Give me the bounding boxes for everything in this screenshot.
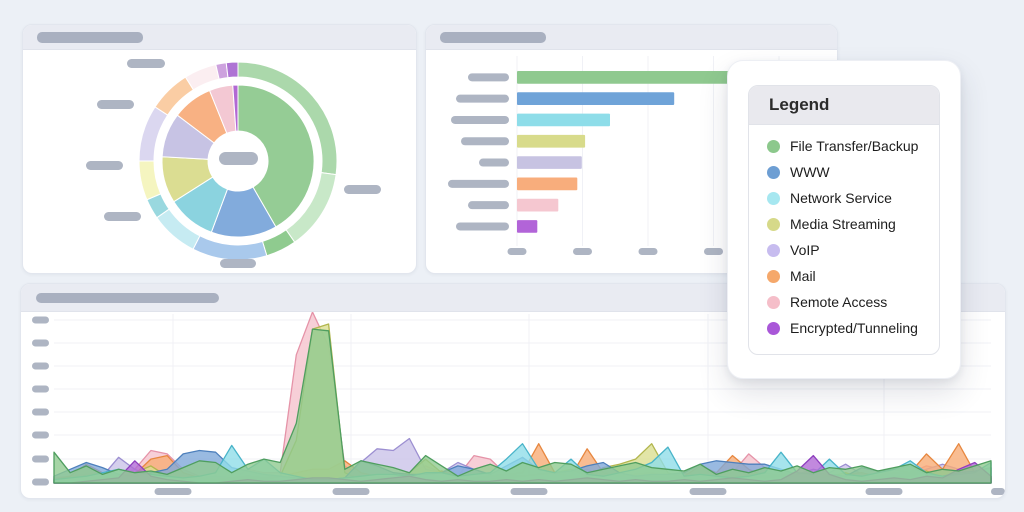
redacted-label (448, 179, 509, 188)
legend-item-label: WWW (790, 164, 830, 180)
legend-swatch-icon (767, 321, 780, 335)
legend-item[interactable]: Media Streaming (767, 211, 939, 237)
redacted-label (32, 362, 49, 370)
legend-swatch-icon (767, 191, 780, 205)
donut-chart[interactable] (23, 50, 416, 274)
bar[interactable] (517, 220, 538, 233)
redacted-label (127, 59, 165, 68)
redacted-label (219, 152, 258, 165)
legend-item-label: Mail (790, 268, 816, 284)
redacted-label (451, 115, 509, 124)
timeseries-card (20, 283, 1006, 499)
legend-item[interactable]: VoIP (767, 237, 939, 263)
redacted-label (86, 161, 123, 170)
redacted-label (510, 488, 548, 495)
donut-segment[interactable] (138, 160, 162, 201)
redacted-label (468, 73, 509, 82)
area-series[interactable] (53, 328, 992, 484)
redacted-label (461, 137, 509, 146)
bar[interactable] (517, 198, 559, 212)
legend-item-label: Media Streaming (790, 216, 896, 232)
timeseries-chart[interactable] (21, 312, 1005, 499)
redacted-label (32, 339, 49, 347)
redacted-label (32, 408, 49, 416)
redacted-label (220, 259, 256, 268)
bar[interactable] (517, 177, 578, 191)
legend-title: Legend (769, 95, 830, 114)
redacted-label (32, 316, 49, 324)
redacted-label (573, 248, 592, 255)
legend-item[interactable]: Network Service (767, 185, 939, 211)
timeseries-card-body (21, 312, 1005, 499)
donut-segment[interactable] (192, 235, 268, 261)
redacted-label (344, 185, 381, 194)
bar-card-header (426, 25, 837, 50)
redacted-label (689, 488, 727, 495)
redacted-label (456, 94, 509, 103)
donut-segment[interactable] (232, 84, 239, 132)
redacted-label (32, 478, 49, 486)
bar[interactable] (517, 156, 582, 169)
redacted-label (507, 248, 527, 255)
legend-panel: Legend File Transfer/Backup WWW Network Se… (727, 60, 961, 379)
donut-card-header (23, 25, 416, 50)
legend-item[interactable]: Remote Access (767, 289, 939, 315)
donut-card-body (23, 50, 416, 274)
legend-swatch-icon (767, 139, 780, 153)
donut-segment[interactable] (237, 84, 315, 228)
redacted-label (865, 488, 903, 495)
legend-swatch-icon (767, 165, 780, 179)
legend-header: Legend (749, 86, 939, 125)
card-title-redacted (440, 31, 546, 43)
redacted-label (468, 201, 509, 210)
legend-item-label: VoIP (790, 242, 820, 258)
redacted-label (32, 431, 49, 439)
redacted-label (638, 248, 658, 255)
redacted-label (97, 100, 134, 109)
legend-swatch-icon (767, 243, 780, 257)
donut-card (22, 24, 417, 274)
legend-item[interactable]: WWW (767, 159, 939, 185)
legend-item-label: Encrypted/Tunneling (790, 320, 918, 336)
redacted-label (104, 212, 141, 221)
donut-segment[interactable] (225, 61, 239, 79)
card-title-redacted (37, 31, 143, 43)
legend-item-label: Network Service (790, 190, 892, 206)
legend-swatch-icon (767, 269, 780, 283)
legend-item-list: File Transfer/Backup WWW Network Service Me… (749, 133, 939, 341)
redacted-label (32, 385, 49, 393)
redacted-label (456, 222, 509, 231)
legend-box: Legend File Transfer/Backup WWW Network Se… (748, 85, 940, 355)
redacted-label (479, 158, 509, 167)
legend-swatch-icon (767, 217, 780, 231)
bar[interactable] (517, 92, 675, 105)
legend-item-label: Remote Access (790, 294, 888, 310)
legend-swatch-icon (767, 295, 780, 309)
redacted-label (32, 455, 49, 463)
legend-item-label: File Transfer/Backup (790, 138, 919, 154)
redacted-label (154, 488, 192, 495)
card-title-redacted (36, 292, 219, 303)
redacted-label (991, 488, 1005, 495)
legend-item[interactable]: File Transfer/Backup (767, 133, 939, 159)
legend-item[interactable]: Encrypted/Tunneling (767, 315, 939, 341)
bar[interactable] (517, 113, 610, 127)
redacted-label (332, 488, 370, 495)
bar[interactable] (517, 134, 586, 148)
legend-item[interactable]: Mail (767, 263, 939, 289)
donut-segment[interactable] (184, 63, 220, 91)
redacted-label (704, 248, 723, 255)
